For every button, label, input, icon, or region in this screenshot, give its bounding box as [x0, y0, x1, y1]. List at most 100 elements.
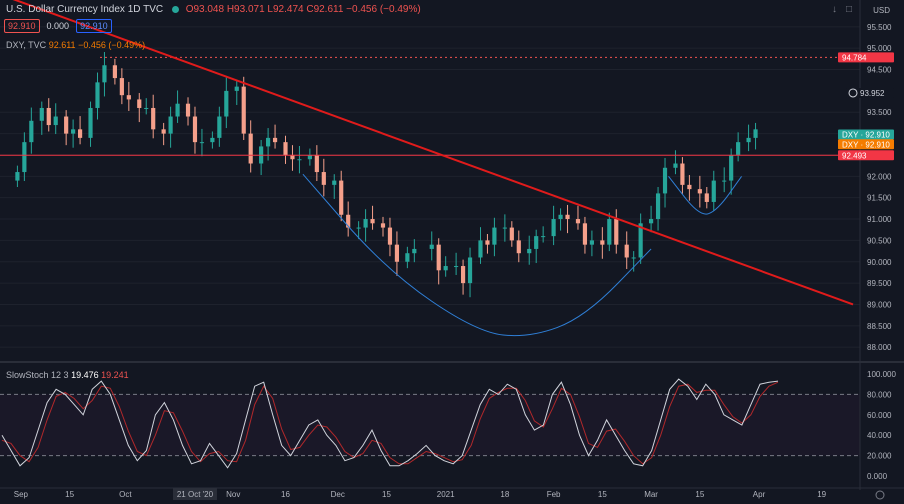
- candle-body: [88, 107, 93, 138]
- price-tick-label: 92.000: [867, 172, 892, 181]
- stoch-k-line: [1, 378, 779, 469]
- candle-body: [241, 86, 246, 134]
- exchange: TVC: [143, 4, 164, 15]
- candle-body: [697, 189, 702, 194]
- candle-body: [71, 129, 76, 134]
- price-tick-label: 89.500: [867, 279, 892, 288]
- price-tick-label: 90.500: [867, 236, 892, 245]
- time-crosshair-box: [172, 488, 217, 500]
- candle-body: [436, 244, 441, 271]
- candle-body: [53, 116, 58, 126]
- candle-body: [95, 82, 100, 108]
- candle-body: [290, 154, 295, 160]
- candle-body: [582, 223, 588, 245]
- candle-body: [711, 180, 716, 202]
- buy-box[interactable]: 92.910: [76, 19, 112, 33]
- candle-body: [15, 172, 20, 181]
- time-tick-label: 16: [281, 490, 290, 499]
- time-tick-label: 15: [695, 490, 704, 499]
- candle-body: [314, 154, 319, 173]
- candle-body: [370, 219, 375, 224]
- candle-body: [638, 223, 643, 258]
- ohlc-values: O93.048 H93.071 L92.474 C92.611 −0.456 (…: [185, 4, 421, 15]
- candle-body: [29, 120, 34, 143]
- candle-body: [722, 180, 727, 182]
- candle-body: [729, 154, 734, 181]
- candle-body: [502, 227, 507, 229]
- time-tick-label: Nov: [226, 490, 240, 499]
- candle-body: [541, 236, 546, 238]
- candle-body: [272, 137, 278, 143]
- candle-body: [119, 78, 124, 96]
- candle-body: [746, 137, 751, 143]
- currency-label: USD: [873, 6, 890, 15]
- overlay-values: 92.611 −0.456 (−0.49%): [48, 40, 146, 50]
- candle-body: [662, 167, 668, 194]
- candle-body: [234, 86, 239, 91]
- price-label-box: [846, 87, 894, 98]
- candle-body: [558, 214, 563, 220]
- overlay-label[interactable]: DXY, TVC: [6, 40, 47, 50]
- download-icon[interactable]: ↓: [832, 4, 837, 15]
- time-tick-label: Feb: [547, 490, 561, 499]
- candle-body: [624, 244, 629, 258]
- price-tick-label: 95.000: [867, 44, 892, 53]
- candle-body: [339, 180, 344, 215]
- price-label-text: DXY · 92.910: [842, 130, 890, 139]
- maximize-icon[interactable]: □: [846, 4, 853, 15]
- time-tick-label: 21 Oct '20: [177, 490, 214, 499]
- candle-body: [534, 236, 539, 249]
- candle-body: [346, 214, 351, 228]
- candle-body: [600, 240, 605, 245]
- price-tick-label: 88.500: [867, 322, 892, 331]
- candle-body: [77, 129, 83, 138]
- stoch-name[interactable]: SlowStoch 12 3: [6, 370, 69, 380]
- candle-body: [387, 227, 393, 245]
- candle-body: [137, 99, 142, 108]
- interval[interactable]: 1D: [127, 4, 141, 15]
- time-tick-label: 15: [65, 490, 74, 499]
- stoch-tick-label: 100.000: [867, 370, 896, 379]
- spread-box: 0.000: [46, 21, 70, 31]
- time-tick-label: Dec: [331, 490, 345, 499]
- price-tick-label: 90.000: [867, 258, 892, 267]
- candle-body: [22, 142, 27, 173]
- candle-body: [39, 107, 44, 121]
- candle-body: [673, 163, 678, 168]
- price-label-box: [838, 139, 894, 150]
- candle-body: [680, 163, 685, 185]
- candle-body: [102, 65, 107, 83]
- symbol-name[interactable]: U.S. Dollar Currency Index: [6, 4, 125, 15]
- candle-body: [217, 116, 222, 138]
- candle-body: [199, 142, 205, 144]
- candle-body: [168, 116, 173, 134]
- candle-body: [161, 129, 166, 134]
- sell-box[interactable]: 92.910: [4, 19, 40, 33]
- candle-body: [380, 223, 386, 228]
- candle-body: [185, 103, 191, 117]
- overlay-legend: DXY, TVC 92.611 −0.456 (−0.49%): [6, 40, 145, 50]
- candle-body: [46, 107, 51, 126]
- stoch-d-value: 19.241: [101, 370, 129, 380]
- candle-body: [607, 219, 612, 245]
- candle-body: [753, 129, 758, 138]
- candle-body: [175, 103, 180, 117]
- stoch-tick-label: 20.000: [867, 452, 892, 461]
- time-tick-label: Mar: [644, 490, 658, 499]
- time-tick-label: Oct: [119, 490, 132, 499]
- candle-body: [460, 266, 466, 284]
- price-label-text: 92.493: [842, 151, 867, 160]
- stoch-d-line: [1, 381, 779, 465]
- time-tick-label: 18: [500, 490, 509, 499]
- candle-body: [516, 240, 521, 254]
- candle-body: [394, 244, 400, 262]
- price-tick-label: 91.500: [867, 194, 892, 203]
- candle-body: [509, 227, 514, 241]
- stoch-band-fill: [0, 394, 860, 456]
- price-label-text: DXY · 92.910: [842, 140, 890, 149]
- candle-body: [283, 142, 288, 155]
- candle-body: [631, 257, 636, 259]
- candle-body: [332, 180, 337, 185]
- candle-body: [485, 240, 490, 245]
